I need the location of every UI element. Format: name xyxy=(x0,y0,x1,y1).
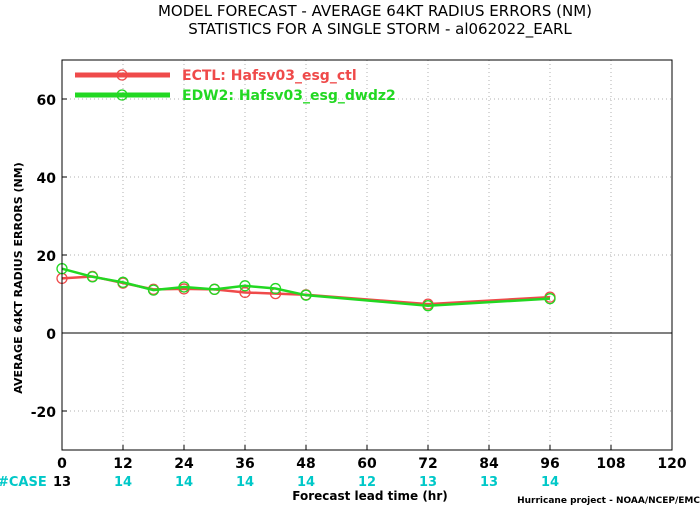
data-point-edw2 xyxy=(117,276,129,288)
case-count: 14 xyxy=(541,475,559,490)
x-tick-label: 12 xyxy=(113,456,132,472)
series-group xyxy=(56,262,556,312)
credit-text: Hurricane project - NOAA/NCEP/EMC xyxy=(517,496,700,506)
y-tick-label: -20 xyxy=(31,405,57,421)
grid xyxy=(62,60,672,450)
legend-marker-edw2 xyxy=(116,89,128,101)
legend-marker-ectl xyxy=(116,69,128,81)
data-point-edw2 xyxy=(300,289,312,301)
x-axis-label: Forecast lead time (hr) xyxy=(292,489,448,503)
legend-label-edw2: EDW2: Hafsv03_esg_dwdz2 xyxy=(182,88,396,104)
y-tick-label: 40 xyxy=(37,171,57,187)
case-count: 13 xyxy=(53,475,71,490)
x-tick-label: 72 xyxy=(418,456,437,472)
case-count: 14 xyxy=(236,475,254,490)
chart-title: MODEL FORECAST - AVERAGE 64KT RADIUS ERR… xyxy=(158,2,592,20)
legend-label-ectl: ECTL: Hafsv03_esg_ctl xyxy=(182,68,357,84)
data-point-edw2 xyxy=(239,280,251,292)
case-count: 14 xyxy=(297,475,315,490)
x-tick-label: 84 xyxy=(479,456,499,472)
y-tick-label: 60 xyxy=(37,93,57,109)
data-point-edw2 xyxy=(208,283,221,295)
y-tick-label: 0 xyxy=(46,327,56,343)
x-tick-label: 0 xyxy=(57,456,67,472)
case-count: 12 xyxy=(358,475,376,490)
data-point-edw2 xyxy=(269,282,282,295)
case-count: 14 xyxy=(114,475,132,490)
x-tick-label: 48 xyxy=(296,456,315,472)
y-ticks: -20 0 20 40 60 xyxy=(31,93,67,421)
data-point-edw2 xyxy=(86,271,99,283)
y-axis-label: AVERAGE 64KT RADIUS ERRORS (NM) xyxy=(12,162,25,393)
x-tick-label: 24 xyxy=(174,456,194,472)
data-point-edw2 xyxy=(178,281,190,293)
x-ticks: 0 12 24 36 48 60 72 84 96 108 120 xyxy=(57,445,687,472)
case-counts: 13 14 14 14 14 12 13 13 14 xyxy=(53,475,559,490)
case-label: #CASE xyxy=(0,475,47,490)
x-tick-label: 96 xyxy=(540,456,559,472)
x-tick-label: 36 xyxy=(235,456,254,472)
data-point-edw2 xyxy=(147,284,160,296)
data-point-ectl xyxy=(239,286,251,299)
data-point-edw2 xyxy=(544,293,556,305)
chart-subtitle: STATISTICS FOR A SINGLE STORM - al062022… xyxy=(188,20,572,39)
y-tick-label: 20 xyxy=(37,249,57,265)
data-point-edw2 xyxy=(422,300,434,312)
x-tick-label: 60 xyxy=(357,456,377,472)
case-count: 13 xyxy=(419,475,437,490)
case-count: 13 xyxy=(480,475,498,490)
x-tick-label: 108 xyxy=(596,456,625,472)
case-count: 14 xyxy=(175,475,193,490)
x-tick-label: 120 xyxy=(657,456,686,472)
series-line-edw2 xyxy=(61,267,551,307)
legend: ECTL: Hafsv03_esg_ctl EDW2: Hafsv03_esg_d… xyxy=(75,68,396,104)
